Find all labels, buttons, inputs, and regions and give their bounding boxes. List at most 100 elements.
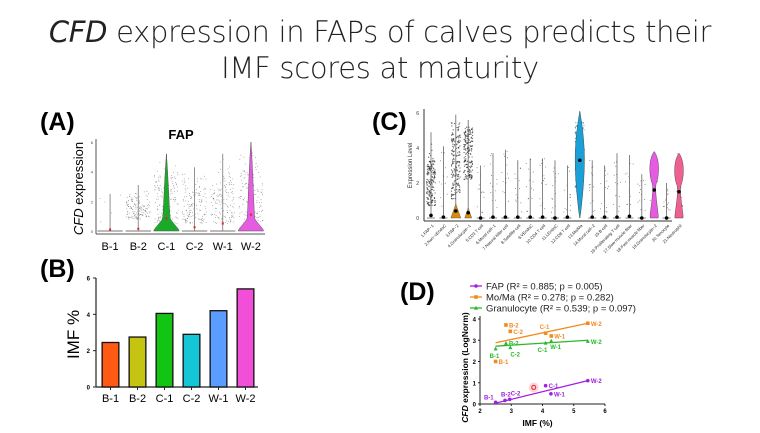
chart-a-point [258, 202, 260, 203]
chart-a-point [255, 212, 257, 214]
chart-a-point [184, 221, 186, 223]
chart-d-point-label: W-2 [591, 379, 603, 385]
chart-c-point [433, 189, 435, 191]
chart-c-point [471, 165, 473, 167]
chart-d-point [543, 331, 548, 336]
chart-c-point [464, 176, 466, 178]
chart-c-point [496, 183, 498, 185]
chart-c-point [429, 204, 431, 206]
chart-c-point [445, 167, 447, 169]
chart-c-point [453, 145, 455, 147]
chart-a-point [254, 156, 256, 158]
chart-a-point [210, 202, 212, 204]
chart-a-point [224, 184, 225, 186]
chart-c-point [471, 127, 473, 129]
chart-c-point [428, 194, 430, 196]
chart-c-point [490, 155, 492, 156]
chart-c-point [583, 129, 585, 131]
chart-b-x-tick-label: C-1 [156, 393, 174, 405]
chart-a-point [201, 221, 202, 223]
chart-a-point [177, 190, 179, 192]
chart-c-point [452, 129, 454, 131]
chart-c-point [459, 191, 461, 193]
chart-d-x-tick-label: 5 [572, 409, 576, 415]
chart-c-point [451, 134, 453, 136]
chart-a-point [187, 187, 189, 189]
chart-a-point [128, 212, 130, 214]
chart-c-point [440, 160, 442, 162]
chart-c-point [459, 176, 461, 178]
chart-a-point [201, 200, 203, 202]
chart-c-point [439, 196, 441, 198]
chart-a-point [183, 196, 185, 198]
chart-c-point [452, 143, 454, 145]
chart-c-point [428, 191, 430, 193]
chart-c-point [459, 151, 461, 154]
chart-c-point [471, 175, 473, 177]
chart-a-point [244, 214, 246, 216]
chart-c-point [569, 196, 571, 198]
chart-a-point [253, 194, 255, 196]
chart-a-point [158, 187, 160, 189]
chart-a-point [195, 193, 196, 195]
chart-a-point [160, 195, 162, 197]
chart-a-point [212, 214, 213, 215]
chart-a-point [163, 187, 165, 189]
chart-c-point [515, 194, 517, 196]
chart-c-point [441, 183, 443, 185]
chart-a-point [261, 194, 263, 196]
chart-a-point [190, 206, 192, 208]
chart-c-point [470, 174, 472, 176]
chart-a-point [199, 218, 201, 220]
chart-a-point [244, 176, 246, 178]
chart-a-point [177, 174, 179, 176]
chart-c-point [519, 188, 520, 190]
chart-c-point [526, 211, 528, 212]
chart-a-point [190, 204, 192, 206]
chart-c-point [457, 136, 459, 138]
chart-a-point [198, 201, 200, 203]
chart-c-point [434, 173, 436, 175]
chart-c-point [552, 207, 553, 209]
chart-a-point [227, 206, 229, 208]
chart-a-point [204, 175, 205, 177]
chart-a-point [260, 191, 262, 193]
chart-a-point [139, 202, 140, 204]
chart-a-point [221, 221, 223, 223]
chart-a-point [170, 198, 172, 200]
chart-a-point [226, 199, 228, 200]
chart-c-point [431, 179, 433, 181]
chart-a-point [99, 197, 101, 199]
chart-a-point [201, 199, 203, 201]
chart-c-point [552, 185, 554, 187]
chart-c-point [472, 129, 474, 131]
chart-a-point [182, 199, 184, 200]
chart-c-point [639, 185, 641, 187]
chart-c-point [465, 126, 468, 128]
chart-a-point [126, 197, 128, 199]
chart-c-point [425, 181, 428, 183]
chart-c-point [433, 186, 435, 188]
chart-a-point [155, 181, 157, 183]
chart-c-point [481, 191, 483, 193]
chart-a-point [156, 219, 158, 221]
chart-a-point [156, 198, 158, 200]
chart-c-point [428, 169, 430, 171]
chart-a-point [214, 201, 216, 203]
chart-a-point [241, 190, 242, 192]
chart-c-point [457, 184, 460, 186]
chart-a-point [156, 170, 158, 172]
chart-c-point [453, 181, 455, 183]
chart-c-point [454, 140, 456, 143]
chart-c-point [476, 206, 478, 208]
chart-a-point [175, 199, 177, 201]
chart-a-point [204, 214, 206, 216]
chart-c-point [489, 163, 491, 165]
chart-a-point [129, 217, 130, 219]
chart-a-point [187, 203, 189, 205]
chart-a-point [133, 214, 135, 216]
chart-c-point [426, 197, 428, 199]
chart-a-point [241, 179, 242, 181]
chart-c-point [490, 175, 492, 176]
chart-c-point [426, 173, 428, 175]
